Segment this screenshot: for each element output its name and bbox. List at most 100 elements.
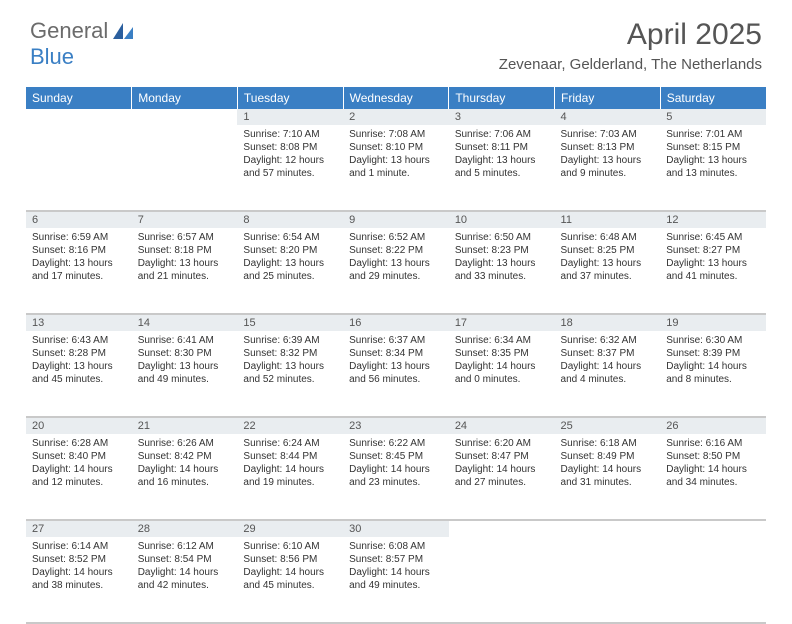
sunset-text: Sunset: 8:13 PM <box>561 141 655 154</box>
sunset-text: Sunset: 8:32 PM <box>243 347 337 360</box>
day-cell: Sunrise: 6:45 AMSunset: 8:27 PMDaylight:… <box>660 228 766 314</box>
day-cell <box>555 537 661 623</box>
day-cell: Sunrise: 6:18 AMSunset: 8:49 PMDaylight:… <box>555 434 661 520</box>
daylight-text: Daylight: 14 hours and 0 minutes. <box>455 360 549 386</box>
sunset-text: Sunset: 8:11 PM <box>455 141 549 154</box>
day-cell: Sunrise: 6:12 AMSunset: 8:54 PMDaylight:… <box>132 537 238 623</box>
sunset-text: Sunset: 8:45 PM <box>349 450 443 463</box>
day-cell: Sunrise: 6:14 AMSunset: 8:52 PMDaylight:… <box>26 537 132 623</box>
day-cell: Sunrise: 7:10 AMSunset: 8:08 PMDaylight:… <box>237 125 343 211</box>
daylight-text: Daylight: 14 hours and 34 minutes. <box>666 463 760 489</box>
day-cell <box>449 537 555 623</box>
daylight-text: Daylight: 13 hours and 56 minutes. <box>349 360 443 386</box>
day-cell: Sunrise: 7:03 AMSunset: 8:13 PMDaylight:… <box>555 125 661 211</box>
sunrise-text: Sunrise: 7:08 AM <box>349 128 443 141</box>
day-number: 18 <box>555 314 661 331</box>
day-number: 3 <box>449 109 555 125</box>
col-thursday: Thursday <box>449 87 555 109</box>
sunrise-text: Sunrise: 6:08 AM <box>349 540 443 553</box>
sunrise-text: Sunrise: 6:39 AM <box>243 334 337 347</box>
sunrise-text: Sunrise: 7:06 AM <box>455 128 549 141</box>
week-row: Sunrise: 6:59 AMSunset: 8:16 PMDaylight:… <box>26 228 766 314</box>
day-number <box>132 109 238 125</box>
sunset-text: Sunset: 8:35 PM <box>455 347 549 360</box>
day-number: 1 <box>237 109 343 125</box>
day-number: 9 <box>343 211 449 228</box>
sunset-text: Sunset: 8:39 PM <box>666 347 760 360</box>
sunset-text: Sunset: 8:52 PM <box>32 553 126 566</box>
day-number: 14 <box>132 314 238 331</box>
sunrise-text: Sunrise: 7:03 AM <box>561 128 655 141</box>
day-number: 20 <box>26 417 132 434</box>
daylight-text: Daylight: 13 hours and 9 minutes. <box>561 154 655 180</box>
day-number: 19 <box>660 314 766 331</box>
daylight-text: Daylight: 14 hours and 12 minutes. <box>32 463 126 489</box>
day-cell: Sunrise: 7:06 AMSunset: 8:11 PMDaylight:… <box>449 125 555 211</box>
sunset-text: Sunset: 8:16 PM <box>32 244 126 257</box>
daylight-text: Daylight: 13 hours and 13 minutes. <box>666 154 760 180</box>
daylight-text: Daylight: 13 hours and 41 minutes. <box>666 257 760 283</box>
daylight-text: Daylight: 14 hours and 19 minutes. <box>243 463 337 489</box>
sunrise-text: Sunrise: 6:52 AM <box>349 231 443 244</box>
daylight-text: Daylight: 13 hours and 37 minutes. <box>561 257 655 283</box>
daylight-text: Daylight: 14 hours and 8 minutes. <box>666 360 760 386</box>
day-cell: Sunrise: 6:50 AMSunset: 8:23 PMDaylight:… <box>449 228 555 314</box>
sunrise-text: Sunrise: 6:54 AM <box>243 231 337 244</box>
daylight-text: Daylight: 13 hours and 33 minutes. <box>455 257 549 283</box>
day-number: 23 <box>343 417 449 434</box>
day-number: 6 <box>26 211 132 228</box>
day-cell: Sunrise: 6:54 AMSunset: 8:20 PMDaylight:… <box>237 228 343 314</box>
daylight-text: Daylight: 14 hours and 45 minutes. <box>243 566 337 592</box>
sunset-text: Sunset: 8:10 PM <box>349 141 443 154</box>
sunrise-text: Sunrise: 6:34 AM <box>455 334 549 347</box>
sunrise-text: Sunrise: 6:14 AM <box>32 540 126 553</box>
daylight-text: Daylight: 14 hours and 16 minutes. <box>138 463 232 489</box>
day-cell: Sunrise: 6:48 AMSunset: 8:25 PMDaylight:… <box>555 228 661 314</box>
day-number: 21 <box>132 417 238 434</box>
sunset-text: Sunset: 8:57 PM <box>349 553 443 566</box>
col-saturday: Saturday <box>660 87 766 109</box>
day-number: 11 <box>555 211 661 228</box>
day-cell <box>26 125 132 211</box>
sunset-text: Sunset: 8:37 PM <box>561 347 655 360</box>
logo-sail-icon <box>111 21 135 41</box>
day-number: 26 <box>660 417 766 434</box>
daylight-text: Daylight: 12 hours and 57 minutes. <box>243 154 337 180</box>
daynum-row: 20212223242526 <box>26 417 766 434</box>
day-number: 27 <box>26 520 132 537</box>
sunset-text: Sunset: 8:18 PM <box>138 244 232 257</box>
sunset-text: Sunset: 8:22 PM <box>349 244 443 257</box>
sunset-text: Sunset: 8:27 PM <box>666 244 760 257</box>
daylight-text: Daylight: 14 hours and 27 minutes. <box>455 463 549 489</box>
day-cell <box>660 537 766 623</box>
day-number: 22 <box>237 417 343 434</box>
day-number: 25 <box>555 417 661 434</box>
col-tuesday: Tuesday <box>237 87 343 109</box>
day-number: 17 <box>449 314 555 331</box>
day-number: 7 <box>132 211 238 228</box>
day-number: 2 <box>343 109 449 125</box>
day-cell: Sunrise: 6:08 AMSunset: 8:57 PMDaylight:… <box>343 537 449 623</box>
day-number: 4 <box>555 109 661 125</box>
sunrise-text: Sunrise: 6:37 AM <box>349 334 443 347</box>
daynum-row: 12345 <box>26 109 766 125</box>
daylight-text: Daylight: 13 hours and 25 minutes. <box>243 257 337 283</box>
day-cell: Sunrise: 6:22 AMSunset: 8:45 PMDaylight:… <box>343 434 449 520</box>
sunrise-text: Sunrise: 6:45 AM <box>666 231 760 244</box>
logo-text-1: General <box>30 18 108 44</box>
sunset-text: Sunset: 8:25 PM <box>561 244 655 257</box>
day-number <box>555 520 661 537</box>
day-number: 24 <box>449 417 555 434</box>
sunrise-text: Sunrise: 6:20 AM <box>455 437 549 450</box>
day-cell: Sunrise: 6:34 AMSunset: 8:35 PMDaylight:… <box>449 331 555 417</box>
col-wednesday: Wednesday <box>343 87 449 109</box>
sunrise-text: Sunrise: 6:24 AM <box>243 437 337 450</box>
day-cell: Sunrise: 6:41 AMSunset: 8:30 PMDaylight:… <box>132 331 238 417</box>
sunrise-text: Sunrise: 6:32 AM <box>561 334 655 347</box>
col-sunday: Sunday <box>26 87 132 109</box>
sunset-text: Sunset: 8:28 PM <box>32 347 126 360</box>
col-monday: Monday <box>132 87 238 109</box>
sunrise-text: Sunrise: 7:10 AM <box>243 128 337 141</box>
col-friday: Friday <box>555 87 661 109</box>
logo-text-2: Blue <box>30 44 74 70</box>
